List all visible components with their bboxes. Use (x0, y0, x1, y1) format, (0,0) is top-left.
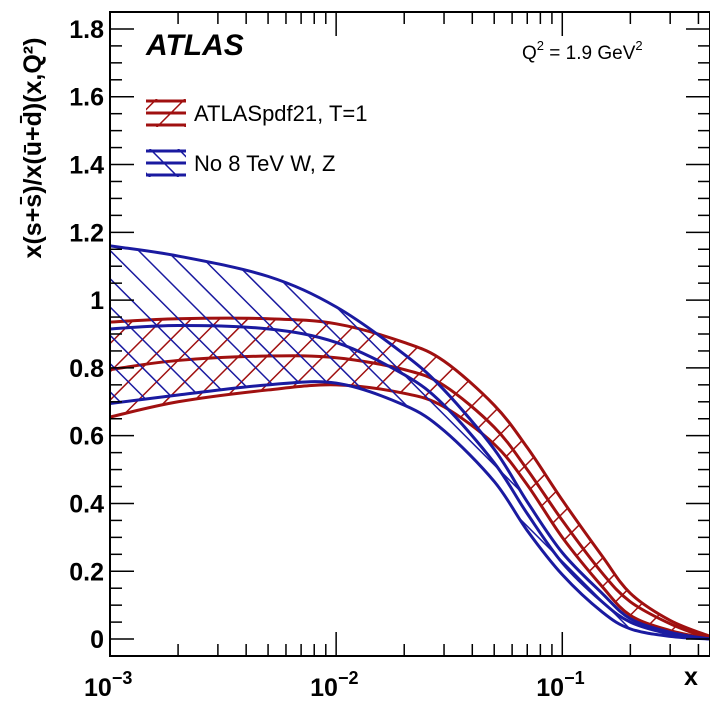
central-line-series-1 (110, 324, 710, 641)
y-tick-label: 0.8 (69, 355, 104, 383)
y-axis-title: x(s+s̄)/x(ū+d̄)(x,Q²) (18, 38, 47, 259)
atlas-label: ATLAS (145, 29, 244, 62)
legend-swatch-series-0 (146, 99, 186, 127)
y-tick-label: 1.2 (69, 219, 104, 247)
legend-label-series-1: No 8 TeV W, Z (194, 151, 335, 176)
bands-clip (110, 244, 710, 641)
x-tick-label: 10−3 (84, 668, 132, 702)
y-tick-label: 1.4 (69, 152, 104, 180)
x-tick-label: 10−2 (310, 668, 358, 702)
band-lower-line-series-1 (110, 380, 710, 641)
y-tick-label: 0.2 (69, 558, 104, 586)
legend: ATLASpdf21, T=1 No 8 TeV W, Z (146, 99, 367, 177)
data-bands (110, 244, 710, 641)
y-tick-label: 1.6 (69, 84, 104, 112)
y-tick-label: 0.4 (69, 490, 104, 518)
y-tick-label: 0 (90, 626, 104, 654)
x-axis-title: x (684, 663, 698, 691)
x-tick-label: 10−1 (536, 668, 584, 702)
legend-label-series-0: ATLASpdf21, T=1 (194, 101, 367, 126)
annotations: ATLAS Q2 = 1.9 GeV2 x x(s+s̄)/x(ū+d̄)(x,… (18, 29, 698, 691)
y-tick-label: 1 (90, 287, 104, 315)
y-tick-label: 1.8 (69, 16, 104, 44)
band-upper-line-series-1 (110, 244, 710, 641)
q2-label: Q2 = 1.9 GeV2 (522, 38, 643, 64)
axes: 10−3 10−2 10−1 0 0.2 0.4 0.6 0.8 1 1.2 1.4 1.6 1.8 (69, 11, 710, 702)
band-area-series-1 (110, 245, 710, 640)
y-tick-label: 0.6 (69, 423, 104, 451)
legend-swatch-series-1 (146, 149, 186, 177)
